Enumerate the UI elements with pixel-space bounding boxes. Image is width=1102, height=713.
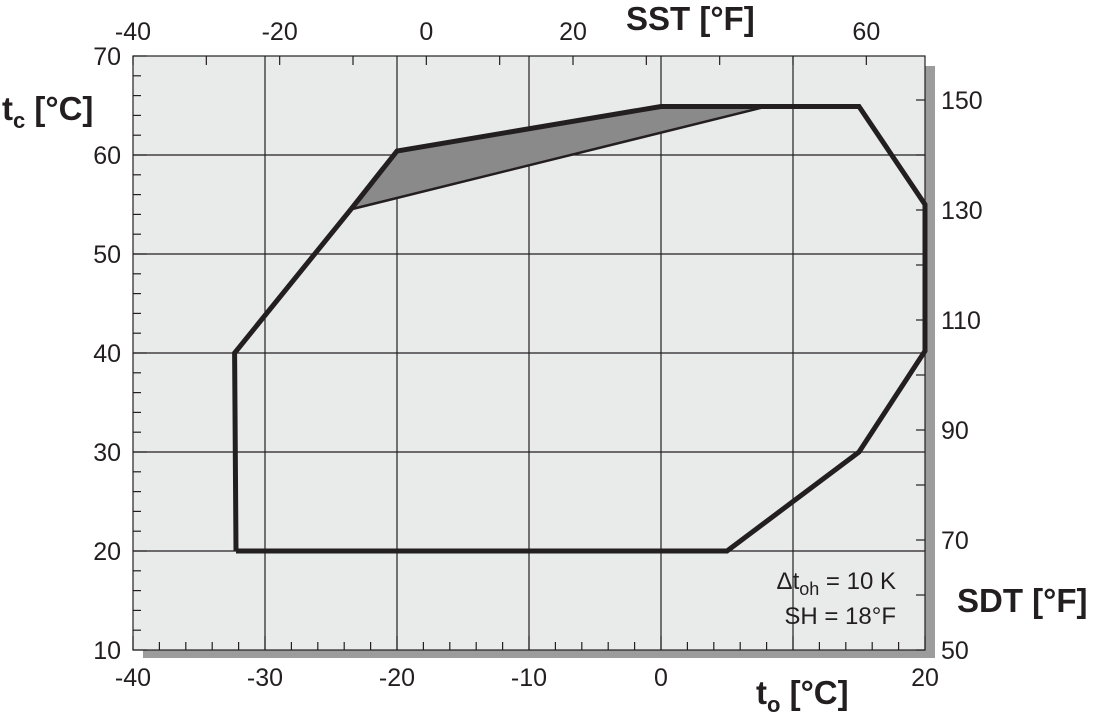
- annotation-delta-t: Δtoh = 10 K: [777, 568, 896, 599]
- y-left-tick-label: 60: [93, 142, 121, 170]
- x-bottom-tick-label: -10: [511, 664, 547, 692]
- x-top-tick-label: 60: [852, 18, 880, 46]
- x-bottom-tick-label: -20: [379, 664, 415, 692]
- y-right-tick-label: 90: [941, 417, 969, 445]
- x-top-tick-labels: -40 -20 0 20 60: [115, 18, 880, 46]
- operating-envelope: [232, 104, 928, 554]
- y-left-tick-labels: 10 20 30 40 50 60 70: [93, 43, 121, 665]
- x-top-tick-label: -20: [262, 18, 298, 46]
- x-top-tick-label: -40: [115, 18, 151, 46]
- x-bottom-tick-labels: -40 -30 -20 -10 0 20: [115, 664, 939, 692]
- x-bottom-axis-title: to [°C]: [756, 674, 849, 713]
- x-bottom-tick-label: 0: [654, 664, 668, 692]
- x-top-axis-title: SST [°F]: [626, 0, 755, 37]
- x-bottom-tick-label: -40: [115, 664, 151, 692]
- minor-ticks: [132, 55, 926, 651]
- y-right-tick-label: 130: [941, 197, 983, 225]
- y-right-tick-label: 70: [941, 527, 969, 555]
- y-right-tick-labels: 50 70 90 110 130 150: [941, 87, 983, 665]
- y-left-axis-title: tc [°C]: [2, 90, 93, 133]
- annotation-superheat: SH = 18°F: [784, 603, 896, 630]
- y-right-axis-title: SDT [°F]: [957, 582, 1088, 619]
- x-top-tick-label: 20: [559, 18, 587, 46]
- y-left-tick-label: 50: [93, 241, 121, 269]
- y-left-tick-label: 10: [93, 637, 121, 665]
- x-bottom-tick-label: -30: [247, 664, 283, 692]
- y-left-tick-label: 70: [93, 43, 121, 71]
- y-right-tick-label: 50: [941, 637, 969, 665]
- y-right-tick-label: 110: [941, 307, 981, 335]
- x-bottom-tick-label: 20: [911, 664, 939, 692]
- y-left-tick-label: 20: [93, 538, 121, 566]
- y-left-tick-label: 30: [93, 439, 121, 467]
- y-right-tick-label: 150: [941, 87, 983, 115]
- x-top-tick-label: 0: [419, 18, 433, 46]
- y-left-tick-label: 40: [93, 340, 121, 368]
